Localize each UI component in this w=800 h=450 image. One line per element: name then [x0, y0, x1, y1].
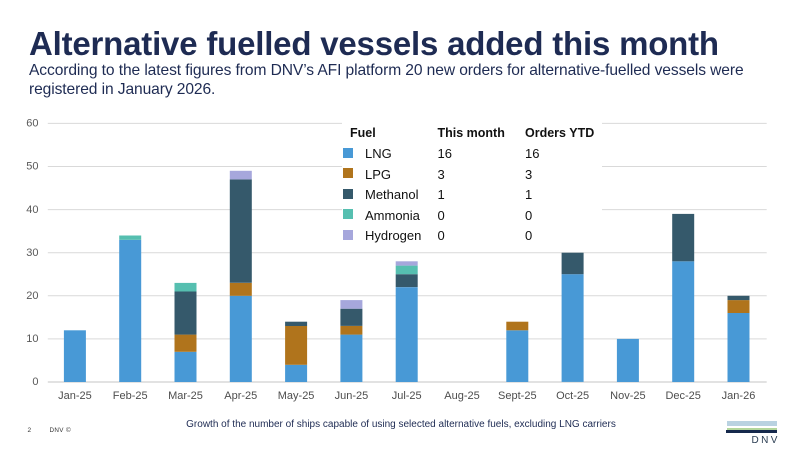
- svg-text:50: 50: [26, 161, 38, 173]
- svg-text:May-25: May-25: [278, 390, 315, 402]
- svg-text:Jan-25: Jan-25: [58, 390, 92, 402]
- svg-text:Jul-25: Jul-25: [392, 390, 422, 402]
- svg-text:Jan-26: Jan-26: [722, 390, 756, 402]
- svg-text:60: 60: [26, 118, 38, 130]
- svg-text:Nov-25: Nov-25: [610, 390, 645, 402]
- svg-text:30: 30: [26, 247, 38, 259]
- svg-text:Mar-25: Mar-25: [168, 390, 203, 402]
- svg-text:Dec-25: Dec-25: [665, 390, 700, 402]
- svg-text:0: 0: [32, 376, 38, 388]
- svg-text:40: 40: [26, 204, 38, 216]
- svg-text:Feb-25: Feb-25: [113, 390, 148, 402]
- svg-text:Sept-25: Sept-25: [498, 390, 537, 402]
- svg-text:Jun-25: Jun-25: [335, 390, 369, 402]
- svg-text:10: 10: [26, 333, 38, 345]
- svg-text:20: 20: [26, 290, 38, 302]
- svg-text:Aug-25: Aug-25: [444, 390, 479, 402]
- svg-text:Apr-25: Apr-25: [224, 390, 257, 402]
- svg-text:Oct-25: Oct-25: [556, 390, 589, 402]
